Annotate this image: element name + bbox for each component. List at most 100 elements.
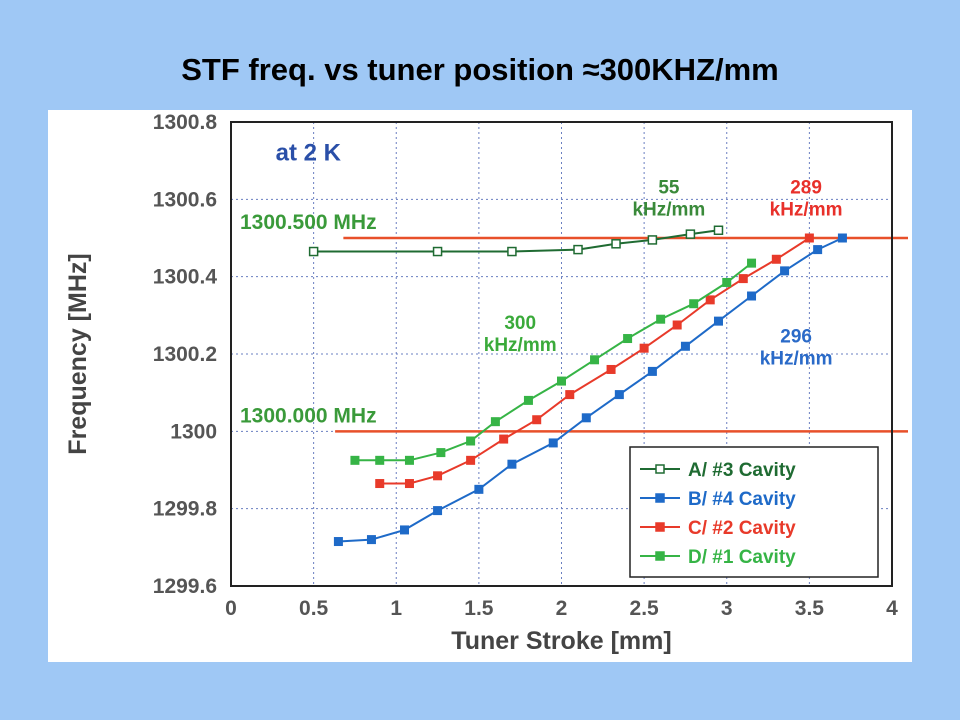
data-point xyxy=(400,525,410,535)
chart-annotation: 296 xyxy=(780,326,812,347)
data-point xyxy=(499,434,509,444)
chart-annotation: kHz/mm xyxy=(770,200,843,221)
data-point xyxy=(614,390,624,400)
y-axis-title: Frequency [MHz] xyxy=(64,253,92,454)
plot-frame xyxy=(230,121,893,587)
data-point xyxy=(780,266,790,276)
data-point xyxy=(350,455,360,465)
y-tick-label: 1300.4 xyxy=(153,266,218,289)
y-tick-label: 1299.8 xyxy=(153,498,218,521)
data-point xyxy=(507,459,517,469)
data-point xyxy=(433,471,443,481)
data-point xyxy=(804,233,814,243)
reference-lines: 1300.500 MHz 1300.000 MHz xyxy=(240,211,908,433)
data-point xyxy=(333,537,343,547)
x-tick-label: 0 xyxy=(225,597,237,620)
x-tick-label: 1.5 xyxy=(464,597,494,620)
data-point xyxy=(639,343,649,353)
data-point xyxy=(433,506,443,516)
data-point xyxy=(436,448,446,458)
x-tick-label: 4 xyxy=(886,597,898,620)
data-point xyxy=(747,291,757,301)
data-point xyxy=(432,246,443,257)
line-chart: 1300.500 MHz 1300.000 MHz 0 0.5 1 1.5 2 2.5 3 3.… xyxy=(64,111,908,655)
data-point xyxy=(813,245,823,255)
chart-annotation: at 2 K xyxy=(276,140,342,167)
chart-annotation: 289 xyxy=(790,178,822,199)
legend-marker xyxy=(655,493,665,503)
data-point xyxy=(466,436,476,446)
legend-label: B/ #4 Cavity xyxy=(688,489,796,510)
data-point xyxy=(656,314,666,324)
series-line xyxy=(379,237,810,485)
legend-marker xyxy=(655,522,665,532)
data-point xyxy=(672,320,682,330)
legend-marker xyxy=(655,551,665,561)
chart-annotation: kHz/mm xyxy=(484,335,557,356)
data-point xyxy=(466,455,476,465)
y-tick-label: 1299.6 xyxy=(153,575,217,598)
data-point xyxy=(837,233,847,243)
x-tick-label: 3.5 xyxy=(795,597,825,620)
data-point xyxy=(404,455,414,465)
data-point xyxy=(647,366,657,376)
data-point xyxy=(611,239,621,249)
legend: A/ #3 Cavity B/ #4 Cavity C/ #2 Cavity D/ #… xyxy=(629,446,879,578)
x-tick-label: 2.5 xyxy=(630,597,660,620)
data-point xyxy=(581,413,591,423)
data-point xyxy=(548,438,558,448)
data-point xyxy=(507,246,517,257)
y-tick-label: 1300.2 xyxy=(153,343,217,366)
legend-label: D/ #1 Cavity xyxy=(688,547,796,568)
series-group xyxy=(308,225,847,547)
data-point xyxy=(685,229,696,239)
data-point xyxy=(747,258,757,268)
data-point xyxy=(375,479,385,489)
data-point xyxy=(308,246,319,257)
data-point xyxy=(606,364,616,374)
data-point xyxy=(375,455,385,465)
chart-annotation: kHz/mm xyxy=(760,348,833,369)
data-point xyxy=(573,244,583,255)
data-point xyxy=(713,316,723,326)
reference-line-label: 1300.500 MHz xyxy=(240,211,377,234)
slide-title: STF freq. vs tuner position ≈300KHZ/mm xyxy=(181,52,779,87)
data-point xyxy=(689,299,699,309)
y-tick-label: 1300 xyxy=(170,420,217,443)
series-line xyxy=(313,229,719,253)
data-point xyxy=(557,376,566,386)
data-point xyxy=(738,274,748,284)
legend-label: C/ #2 Cavity xyxy=(688,518,796,539)
chart-panel: 1300.500 MHz 1300.000 MHz 0 0.5 1 1.5 2 2.5 3 3.… xyxy=(48,110,912,662)
y-tick-label: 1300.8 xyxy=(153,111,218,134)
chart-annotation: kHz/mm xyxy=(632,200,705,221)
legend-label: A/ #3 Cavity xyxy=(688,460,796,481)
data-point xyxy=(532,415,542,425)
x-axis-title: Tuner Stroke [mm] xyxy=(451,627,671,655)
data-point xyxy=(523,395,533,405)
data-point xyxy=(705,295,715,305)
chart-annotation: 55 xyxy=(658,178,680,199)
data-point xyxy=(565,390,575,400)
legend-marker xyxy=(655,464,665,474)
data-point xyxy=(713,225,724,236)
x-tick-label: 2 xyxy=(556,597,568,620)
axes: 0 0.5 1 1.5 2 2.5 3 3.5 4 1299.6 1299.8 1300 1300.2 1… xyxy=(64,111,898,655)
y-tick-label: 1300.6 xyxy=(153,188,217,211)
series-line xyxy=(338,237,843,543)
x-tick-label: 0.5 xyxy=(299,597,329,620)
data-point xyxy=(474,484,484,494)
data-point xyxy=(722,277,732,287)
reference-line-label: 1300.000 MHz xyxy=(240,404,377,427)
chart-annotation: 300 xyxy=(504,313,536,334)
data-point xyxy=(404,479,414,489)
x-tick-label: 1 xyxy=(390,597,402,620)
data-point xyxy=(771,254,781,264)
data-point xyxy=(647,235,658,245)
data-point xyxy=(623,334,633,344)
data-point xyxy=(680,341,690,351)
data-point xyxy=(366,535,376,545)
series-line xyxy=(354,262,753,462)
data-point xyxy=(590,355,600,365)
